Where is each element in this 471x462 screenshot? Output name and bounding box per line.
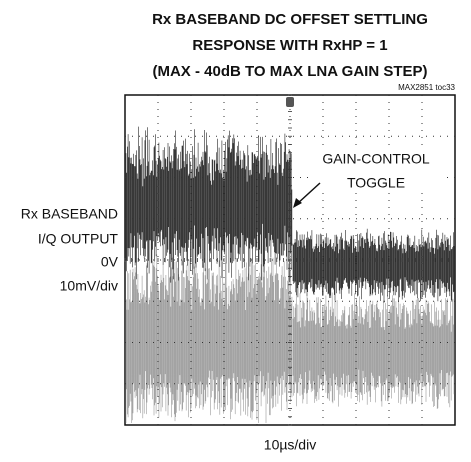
annotation: TOGGLE xyxy=(347,175,405,191)
annotation-arrow xyxy=(296,182,321,205)
title-line: (MAX - 40dB TO MAX LNA GAIN STEP) xyxy=(152,63,427,80)
trace-i xyxy=(125,126,293,283)
trace-q xyxy=(125,254,293,423)
trigger-marker xyxy=(286,97,294,107)
trace-i xyxy=(292,228,455,303)
annotation: GAIN-CONTROL xyxy=(322,151,430,167)
annotation-bg xyxy=(312,148,442,192)
arrow-head xyxy=(293,198,302,208)
figure-id: MAX2851 toc33 xyxy=(398,83,455,92)
title-line: Rx BASEBAND DC OFFSET SETTLING xyxy=(152,11,428,28)
y-scale: 10mV/div xyxy=(60,278,118,294)
trace-q xyxy=(292,292,455,409)
title-line: RESPONSE WITH RxHP = 1 xyxy=(192,37,387,54)
plot-area xyxy=(124,94,456,426)
zero-label: 0V xyxy=(101,254,119,270)
y-label: I/Q OUTPUT xyxy=(38,231,119,247)
y-label: Rx BASEBAND xyxy=(21,206,118,222)
x-scale: 10µs/div xyxy=(264,437,316,453)
